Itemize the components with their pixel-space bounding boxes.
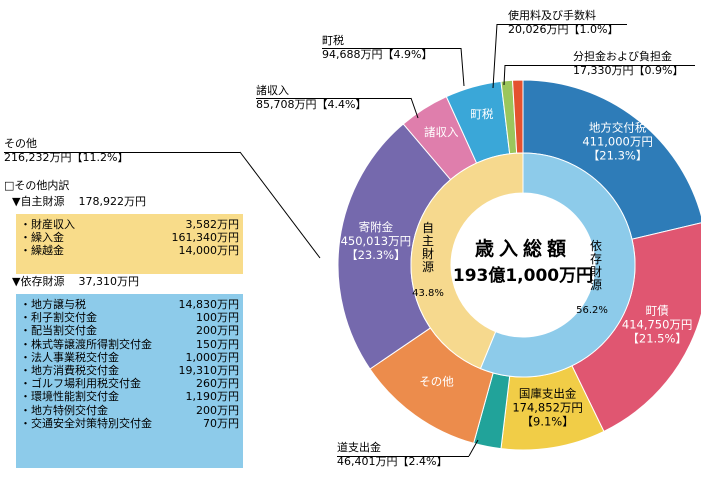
leader-other-h (4, 152, 240, 153)
slice-label-0-2: 【21.3%】 (588, 148, 648, 162)
dep-item-amount: 14,830万円 (178, 298, 240, 311)
dep-item-name: ・配当割交付金 (20, 324, 97, 338)
inner-pct-own: 43.8% (412, 288, 444, 299)
dep-item-name: ・環境性能割交付金 (20, 390, 119, 404)
slice-label-1-2: 【21.5%】 (627, 332, 687, 346)
leader-buntan-slice (503, 64, 506, 86)
label-choze-value: 94,688万円【4.9%】 (322, 48, 433, 61)
label-doshishutsu: 道支出金 46,401万円【2.4%】 (337, 441, 447, 469)
label-shoshunyu: 諸収入 85,708万円【4.4%】 (256, 84, 366, 112)
label-other-name: その他 (4, 137, 37, 150)
leader-doshishutsu-h (337, 456, 469, 457)
leader-shoshunyu-slice (410, 97, 419, 119)
label-other: その他 216,232万円【11.2%】 (4, 137, 128, 165)
leader-shoshunyu-h (256, 98, 411, 99)
own-item-name: ・財産収入 (20, 218, 75, 231)
slice-label-1-1: 414,750万円 (622, 318, 693, 332)
slice-label-5-1: 450,013万円 (341, 234, 412, 248)
dep-row: ・配当割交付金 200万円 (16, 324, 243, 337)
dep-item-amount: 1,000万円 (185, 350, 240, 364)
dep-row: ・環境性能割交付金 1,190万円 (16, 390, 243, 403)
own-revenue-box: ・財産収入 3,582万円・繰入金 161,340万円・繰越金 14,000万円 (16, 214, 243, 274)
dep-row: ・利子割交付金 100万円 (16, 311, 243, 324)
dep-item-name: ・法人事業税交付金 (20, 350, 119, 364)
dep-item-name: ・地方消費税交付金 (20, 364, 119, 378)
dep-row: ・地方特例交付金 200万円 (16, 404, 243, 417)
dep-revenue-box: ・地方譲与税 14,830万円 ・利子割交付金 100万円 ・配当割交付金 200万円 ・株… (16, 294, 243, 468)
donut-hole (451, 193, 595, 337)
dep-row: ・地方消費税交付金 19,310万円 (16, 364, 243, 377)
slice-label-6-0: 諸収入 (424, 125, 459, 139)
dep-item-amount: 260万円 (196, 377, 239, 391)
inner-pct-dep: 56.2% (576, 305, 608, 316)
leader-buntan-h (505, 65, 695, 66)
label-shiyoryo: 使用料及び手数料 20,026万円【1.0%】 (508, 9, 618, 37)
dep-item-amount: 150万円 (196, 337, 239, 351)
slice-label-0-0: 地方交付税 (589, 120, 647, 134)
slice-label-4-0: その他 (419, 375, 454, 389)
slice-label-5-0: 寄附金 (359, 220, 394, 234)
inner-label-own: 自主財源 (422, 221, 434, 274)
dep-item-amount: 200万円 (196, 324, 239, 338)
own-item-amount: 3,582万円 (185, 218, 240, 231)
slice-label-5-2: 【23.3%】 (346, 248, 406, 262)
label-choze-name: 町税 (322, 34, 344, 47)
dep-item-name: ・地方譲与税 (20, 298, 86, 311)
leader-shiyoryo-h (497, 24, 627, 25)
label-shiyoryo-value: 20,026万円【1.0%】 (508, 23, 619, 36)
slice-label-2-2: 【9.1%】 (522, 414, 574, 428)
label-shoshunyu-value: 85,708万円【4.4%】 (256, 98, 367, 111)
leader-shiyoryo-slice (492, 23, 498, 89)
own-row: ・繰入金 161,340万円 (16, 231, 243, 244)
leader-choze-h (322, 48, 461, 49)
dep-item-name: ・株式等譲渡所得割交付金 (20, 337, 152, 351)
label-doshishutsu-name: 道支出金 (337, 441, 381, 454)
dep-row: ・ゴルフ場利用税交付金 260万円 (16, 377, 243, 390)
leader-choze-slice (460, 47, 465, 87)
dep-item-name: ・交通安全対策特別交付金 (20, 416, 152, 430)
inner-label-dep: 依存財源 (590, 238, 602, 292)
center-title: 歳入総額 (475, 237, 571, 260)
leader-other-slice (239, 151, 321, 259)
own-row: ・財産収入 3,582万円 (16, 218, 243, 231)
slice-label-1-0: 町債 (646, 304, 669, 318)
dep-item-amount: 100万円 (196, 311, 239, 325)
slice-label-0-1: 411,000万円 (582, 134, 653, 148)
slice-label-2-1: 174,852万円 (512, 400, 583, 414)
dep-row: ・法人事業税交付金 1,000万円 (16, 351, 243, 364)
center-total: 193億1,000万円 (453, 265, 593, 286)
own-item-amount: 14,000万円 (178, 244, 240, 258)
leader-doshishutsu-slice (468, 439, 479, 457)
own-item-amount: 161,340万円 (171, 231, 240, 245)
label-doshishutsu-value: 46,401万円【2.4%】 (337, 455, 448, 468)
dep-revenue-header: ▼依存財源 37,310万円 (12, 275, 139, 288)
label-buntan-value: 17,330万円【0.9%】 (573, 64, 684, 77)
own-item-name: ・繰入金 (20, 231, 64, 245)
dep-item-name: ・利子割交付金 (20, 311, 97, 325)
label-buntan-name: 分担金および負担金 (573, 50, 672, 63)
own-row: ・繰越金 14,000万円 (16, 244, 243, 257)
dep-item-amount: 19,310万円 (178, 364, 240, 378)
dep-item-amount: 1,190万円 (185, 390, 240, 404)
dep-row: ・地方譲与税 14,830万円 (16, 298, 243, 311)
label-shiyoryo-name: 使用料及び手数料 (508, 9, 596, 22)
label-buntan: 分担金および負担金 17,330万円【0.9%】 (573, 50, 683, 78)
slice-label-2-0: 国庫支出金 (519, 386, 577, 400)
dep-item-amount: 70万円 (203, 416, 239, 430)
dep-row: ・交通安全対策特別交付金 70万円 (16, 417, 243, 430)
dep-row: ・株式等譲渡所得割交付金 150万円 (16, 338, 243, 351)
slice-label-7-0: 町税 (470, 107, 493, 121)
label-choze: 町税 94,688万円【4.9%】 (322, 34, 432, 62)
dep-item-amount: 200万円 (196, 403, 239, 417)
own-item-name: ・繰越金 (20, 244, 64, 258)
own-revenue-header: ▼自主財源 178,922万円 (12, 195, 146, 208)
other-breakdown-title: □その他内訳 (4, 179, 70, 192)
dep-item-name: ・地方特例交付金 (20, 403, 108, 417)
dep-item-name: ・ゴルフ場利用税交付金 (20, 377, 141, 391)
label-other-value: 216,232万円【11.2%】 (4, 151, 129, 164)
label-shoshunyu-name: 諸収入 (256, 84, 289, 97)
